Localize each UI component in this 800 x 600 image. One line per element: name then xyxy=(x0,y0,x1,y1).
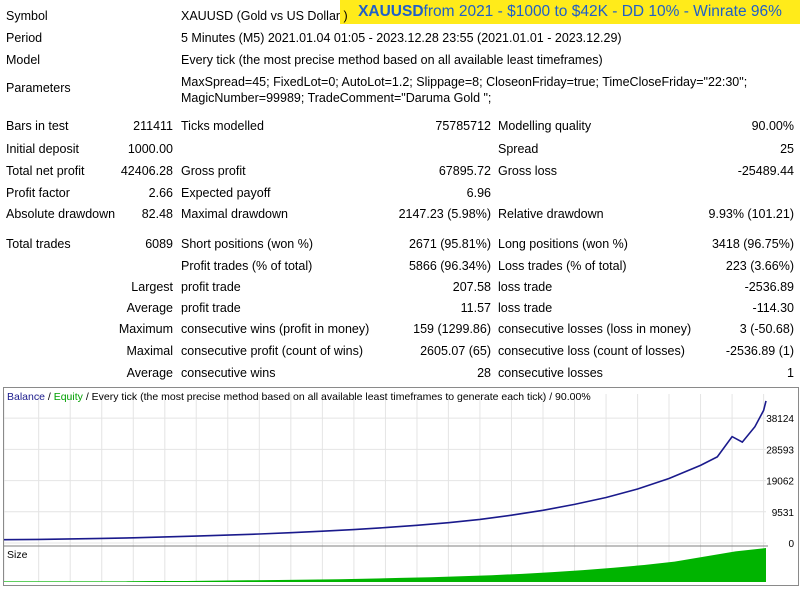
average-profit-label: profit trade xyxy=(181,301,241,315)
balance-chart: Balance / Equity / Every tick (the most … xyxy=(1,391,794,599)
average-profit-value: 11.57 xyxy=(460,301,491,315)
profittrades-label: Profit trades (% of total) xyxy=(181,259,313,273)
payoff-label: Expected payoff xyxy=(181,186,271,200)
short-value: 2671 (95.81%) xyxy=(408,237,491,251)
symbol-value: XAUUSD (Gold vs US Dollar ) xyxy=(181,9,348,23)
max-consec-wins-label: consecutive wins (profit in money) xyxy=(181,322,370,336)
spread-value: 25 xyxy=(780,142,794,156)
legend-equity: Equity xyxy=(54,391,84,403)
y-tick-label: 0 xyxy=(788,539,794,550)
y-tick-label: 9531 xyxy=(772,508,795,519)
model-value: Every tick (the most precise method base… xyxy=(181,53,603,67)
maxdd-value: 2147.23 (5.98%) xyxy=(398,207,491,221)
max-consec-losses-value: 3 (-50.68) xyxy=(739,322,794,336)
trades-label: Total trades xyxy=(6,237,71,251)
chart-legend: Balance / Equity / Every tick (the most … xyxy=(7,391,591,403)
grossloss-value: -25489.44 xyxy=(737,164,794,178)
quality-label: Modelling quality xyxy=(498,119,592,133)
legend-sep1: / xyxy=(45,391,54,403)
promo-banner: XAUUSD from 2021 - $1000 to $42K - DD 10… xyxy=(340,0,800,24)
max-consec-loss-label: consecutive loss (count of losses) xyxy=(498,344,685,358)
banner-symbol: XAUUSD xyxy=(358,3,424,20)
largest-profit-label: profit trade xyxy=(181,280,241,294)
balance-chart-panel: Balance / Equity / Every tick (the most … xyxy=(1,387,799,599)
banner-text: from 2021 - $1000 to $42K - DD 10% - Win… xyxy=(423,3,782,20)
size-label: Size xyxy=(7,549,28,561)
y-tick-label: 38124 xyxy=(766,414,794,425)
losstrades-value: 223 (3.66%) xyxy=(725,259,794,273)
grossprofit-value: 67895.72 xyxy=(438,164,491,178)
bars-label: Bars in test xyxy=(6,119,69,133)
grossprofit-label: Gross profit xyxy=(181,164,246,178)
absdd-label: Absolute drawdown xyxy=(6,207,116,221)
size-area xyxy=(4,548,766,582)
payoff-value: 6.96 xyxy=(466,186,491,200)
quality-value: 90.00% xyxy=(751,119,794,133)
max-consec-profit-label: consecutive profit (count of wins) xyxy=(181,344,364,358)
absdd-value: 82.48 xyxy=(141,207,173,221)
ticks-value: 75785712 xyxy=(435,119,491,133)
long-value: 3418 (96.75%) xyxy=(711,237,794,251)
legend-balance: Balance xyxy=(7,391,45,403)
deposit-label: Initial deposit xyxy=(6,142,79,156)
balance-line xyxy=(3,400,767,541)
largest-loss-label: loss trade xyxy=(498,280,553,294)
size-area-fill xyxy=(4,548,766,582)
reldd-label: Relative drawdown xyxy=(498,207,604,221)
average2-prefix: Average xyxy=(126,366,173,380)
parameters-line2: MagicNumber=99989; TradeComment="Daruma … xyxy=(181,91,492,105)
model-label: Model xyxy=(6,53,41,67)
maxdd-label: Maximal drawdown xyxy=(181,207,288,221)
period-label: Period xyxy=(6,31,43,45)
spread-label: Spread xyxy=(498,142,539,156)
parameters-label: Parameters xyxy=(6,81,71,95)
short-label: Short positions (won %) xyxy=(181,237,314,251)
ticks-label: Ticks modelled xyxy=(181,119,264,133)
max-consec-loss-value: -2536.89 (1) xyxy=(725,344,794,358)
long-label: Long positions (won %) xyxy=(498,237,628,251)
avg-consec-losses-value: 1 xyxy=(787,366,794,380)
y-tick-label: 28593 xyxy=(766,445,794,456)
period-value: 5 Minutes (M5) 2021.01.04 01:05 - 2023.1… xyxy=(181,31,622,45)
y-tick-label: 19062 xyxy=(766,477,794,488)
largest-profit-value: 207.58 xyxy=(452,280,491,294)
chart-grid xyxy=(3,394,766,582)
bars-value: 211411 xyxy=(133,119,173,133)
netprofit-value: 42406.28 xyxy=(120,164,173,178)
avg-consec-wins-label: consecutive wins xyxy=(181,366,276,380)
balance-series xyxy=(3,400,767,541)
avg-consec-losses-label: consecutive losses xyxy=(498,366,603,380)
legend-text: Every tick (the most precise method base… xyxy=(92,391,591,403)
reldd-value: 9.93% (101.21) xyxy=(708,207,794,221)
profitfactor-value: 2.66 xyxy=(148,186,173,200)
largest-prefix: Largest xyxy=(131,280,173,294)
max-consec-wins-value: 159 (1299.86) xyxy=(413,322,491,336)
largest-loss-value: -2536.89 xyxy=(744,280,794,294)
trades-value: 6089 xyxy=(145,237,173,251)
maximum-prefix: Maximum xyxy=(118,322,173,336)
average-prefix: Average xyxy=(126,301,173,315)
legend-sep2: / xyxy=(83,391,92,403)
losstrades-label: Loss trades (% of total) xyxy=(498,259,627,273)
max-consec-losses-label: consecutive losses (loss in money) xyxy=(498,322,692,336)
profitfactor-label: Profit factor xyxy=(6,186,70,200)
grossloss-label: Gross loss xyxy=(498,164,558,178)
avg-consec-wins-value: 28 xyxy=(477,366,491,380)
parameters-line1: MaxSpread=45; FixedLot=0; AutoLot=1.2; S… xyxy=(181,75,748,89)
maximal-prefix: Maximal xyxy=(126,344,173,358)
max-consec-profit-value: 2605.07 (65) xyxy=(420,344,491,358)
deposit-value: 1000.00 xyxy=(127,142,173,156)
netprofit-label: Total net profit xyxy=(6,164,85,178)
symbol-label: Symbol xyxy=(6,9,48,23)
average-loss-value: -114.30 xyxy=(752,301,794,315)
profittrades-value: 5866 (96.34%) xyxy=(408,259,491,273)
average-loss-label: loss trade xyxy=(498,301,553,315)
y-axis-ticks: 38124 28593 19062 9531 0 xyxy=(766,414,794,550)
